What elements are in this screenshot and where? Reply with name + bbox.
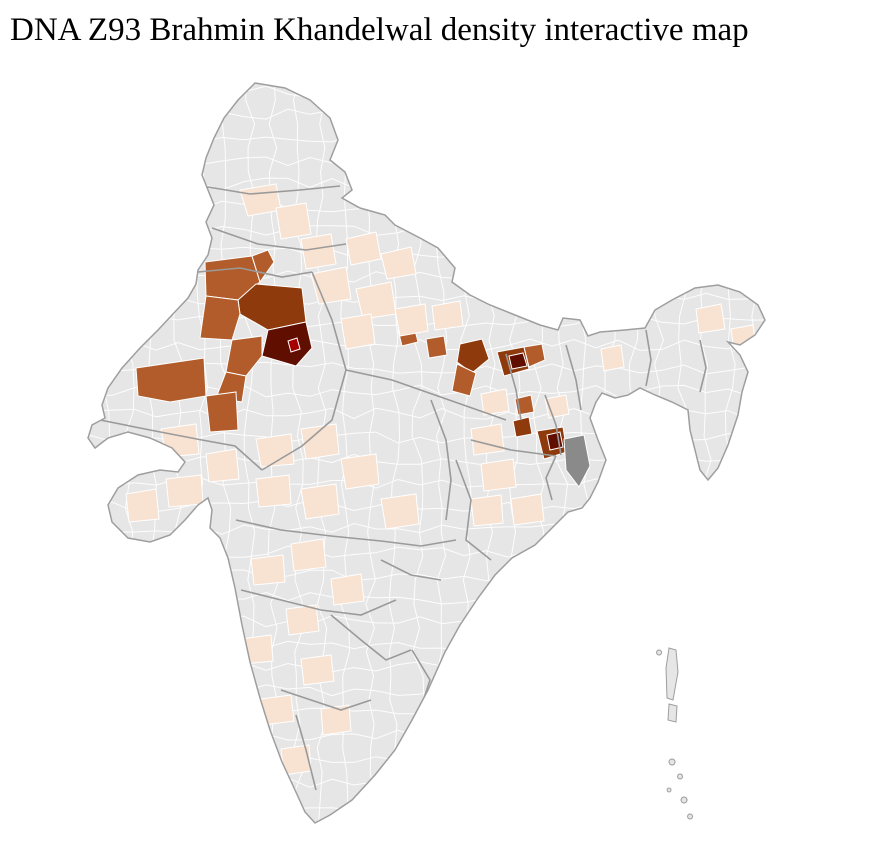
district-light[interactable] — [340, 313, 376, 350]
district-light[interactable] — [275, 202, 312, 240]
andaman-nicobar-island — [656, 649, 663, 656]
district-red[interactable] — [287, 337, 301, 353]
district-medium[interactable] — [225, 335, 263, 377]
state-boundaries — [99, 185, 707, 791]
andaman-nicobar-island — [667, 703, 678, 723]
district-light[interactable] — [480, 458, 517, 492]
district-light[interactable] — [355, 281, 397, 320]
colored-districts — [125, 183, 757, 776]
district-light[interactable] — [380, 493, 420, 530]
district-medium[interactable] — [523, 343, 546, 368]
district-vdark[interactable] — [261, 321, 313, 367]
district-light[interactable] — [260, 694, 295, 726]
district-medium[interactable] — [251, 249, 275, 284]
district-light[interactable] — [394, 303, 429, 337]
district-light[interactable] — [300, 233, 337, 270]
andaman-nicobar-island — [665, 647, 679, 701]
district-light[interactable] — [480, 388, 510, 416]
andaman-nicobar-island — [687, 813, 694, 820]
district-vdark[interactable] — [546, 431, 564, 451]
district-light[interactable] — [250, 554, 286, 586]
district-light[interactable] — [300, 483, 340, 520]
district-light[interactable] — [380, 246, 417, 280]
district-light[interactable] — [470, 494, 504, 527]
district-light[interactable] — [320, 704, 352, 736]
district-medium[interactable] — [425, 335, 448, 359]
district-gray[interactable] — [563, 434, 591, 488]
map-title: DNA Z93 Brahmin Khandelwal density inter… — [10, 12, 749, 48]
district-light[interactable] — [340, 453, 380, 490]
district-light[interactable] — [205, 448, 240, 483]
district-medium[interactable] — [199, 295, 241, 341]
district-light[interactable] — [695, 303, 726, 334]
district-light[interactable] — [330, 573, 365, 606]
district-light[interactable] — [239, 183, 282, 217]
district-light[interactable] — [160, 423, 200, 458]
district-light[interactable] — [600, 344, 625, 372]
district-light[interactable] — [125, 488, 160, 523]
district-light[interactable] — [510, 493, 545, 526]
andaman-nicobar-island — [677, 773, 684, 780]
district-light[interactable] — [300, 654, 335, 686]
andaman-nicobar-island — [666, 787, 672, 793]
andaman-nicobar-island — [680, 796, 688, 804]
district-light[interactable] — [165, 474, 204, 508]
district-light[interactable] — [470, 423, 505, 456]
district-medium[interactable] — [451, 363, 477, 397]
district-dark[interactable] — [456, 338, 490, 374]
district-medium[interactable] — [205, 391, 239, 433]
india-outline — [87, 82, 766, 824]
district-light[interactable] — [255, 474, 292, 508]
district-light[interactable] — [255, 433, 295, 468]
district-light[interactable] — [290, 538, 327, 572]
district-vdark[interactable] — [508, 352, 528, 370]
district-light[interactable] — [345, 231, 382, 266]
district-medium[interactable] — [135, 357, 207, 403]
district-dark[interactable] — [512, 416, 533, 438]
andaman-nicobar-island — [668, 758, 676, 766]
district-light[interactable] — [285, 604, 320, 636]
district-light[interactable] — [730, 324, 757, 352]
district-light[interactable] — [431, 300, 464, 331]
